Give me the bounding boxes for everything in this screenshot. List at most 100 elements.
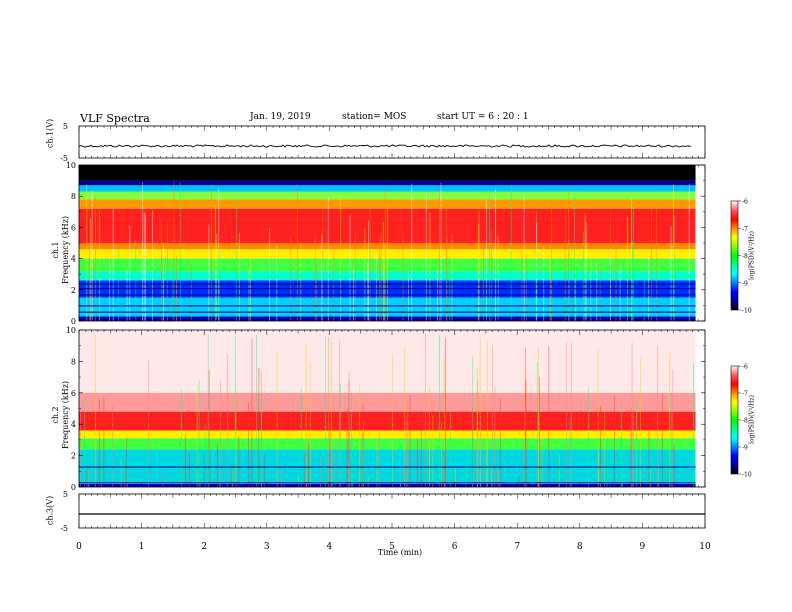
spectrogram-streak <box>162 471 164 487</box>
colorbar-tick-label: -9 <box>742 445 748 452</box>
spectrogram-streak <box>84 396 86 487</box>
spectrogram-streak <box>439 191 440 321</box>
spectrogram-streak <box>409 394 411 487</box>
spectrogram-streak <box>300 242 302 321</box>
spectrogram-streak <box>269 227 270 321</box>
colorbar-tick-label: -6 <box>742 199 748 206</box>
spectrogram-streak <box>126 437 128 487</box>
spectrogram-band <box>79 392 696 412</box>
spectrogram-streak <box>491 230 493 321</box>
spectrogram-streak <box>476 366 478 487</box>
spectrogram-streak <box>172 266 174 321</box>
spectrogram-streak <box>276 244 278 321</box>
spectrogram-streak <box>358 385 360 487</box>
spectrogram-streak <box>179 182 181 321</box>
waveform-trace <box>78 144 692 148</box>
spectrogram-streak <box>124 475 125 487</box>
spectrogram-streak <box>256 334 257 487</box>
spectrogram-streak <box>384 189 386 321</box>
spectrogram-streak <box>548 346 550 487</box>
spectrogram-streak <box>404 457 405 487</box>
spectrogram-streak <box>657 345 659 487</box>
spectrogram-streak <box>258 367 260 487</box>
spectrogram-streak <box>494 188 496 321</box>
spectrogram-streak <box>408 273 409 321</box>
spectrogram-streak <box>185 434 186 487</box>
spectrogram-band <box>79 165 696 181</box>
spectrogram-streak <box>631 197 633 321</box>
spectrogram-streak <box>444 451 446 487</box>
colorbar-tick-label: -6 <box>742 364 748 371</box>
spectrogram-streak <box>510 184 512 321</box>
spectrogram-streak <box>198 380 200 487</box>
spectrogram-streak <box>485 437 487 487</box>
spectrogram-streak <box>380 231 382 321</box>
x-tick-label: 6 <box>452 542 458 552</box>
colorbar-tick-label: -8 <box>742 418 748 425</box>
spectrogram-streak <box>220 381 221 487</box>
spectrogram-streak <box>584 212 586 321</box>
spectrogram-streak <box>251 338 253 487</box>
spectrogram-streak <box>590 258 592 321</box>
spectrogram-streak <box>571 342 572 487</box>
spectrogram-streak <box>190 264 192 321</box>
spectrogram-streak <box>632 414 634 487</box>
spectrogram-streak <box>98 399 100 487</box>
spectrogram-streak <box>673 444 675 487</box>
colorbar <box>730 365 739 475</box>
spectrogram-streak <box>283 474 285 487</box>
interference-line <box>79 294 696 296</box>
spectrogram-band <box>79 438 696 450</box>
spectrogram-streak <box>444 359 446 487</box>
interference-line <box>79 482 696 484</box>
spectrogram-streak <box>559 453 560 487</box>
spectrogram-streak <box>320 454 321 487</box>
spectrogram-streak <box>491 466 492 487</box>
spectrogram-streak <box>615 240 617 321</box>
spectrogram-streak <box>214 206 216 321</box>
spectrogram-streak <box>582 231 584 321</box>
spectrogram-streak <box>633 205 634 321</box>
spectrogram-streak <box>238 436 240 487</box>
spectrogram-streak <box>482 240 484 321</box>
spectrogram-streak <box>499 468 501 487</box>
spectrogram-streak <box>331 342 333 487</box>
spectrogram-streak <box>411 183 413 321</box>
spectrogram-streak <box>348 461 350 487</box>
spectrogram-streak <box>400 466 401 487</box>
spectrogram-streak <box>632 241 633 321</box>
spectrogram-streak <box>181 389 182 487</box>
spectrogram-streak <box>208 224 210 321</box>
y-tick-label: -5 <box>60 154 68 163</box>
spectrogram-streak <box>86 184 88 321</box>
spectrogram-streak <box>429 212 431 321</box>
spectrogram-streak <box>260 391 262 487</box>
spectrogram-streak <box>375 252 377 321</box>
spectrogram-streak <box>407 401 409 487</box>
spectrogram-streak <box>405 417 407 487</box>
spectrogram-streak <box>523 196 525 321</box>
no-data-area <box>695 330 705 487</box>
spectrogram-streak <box>604 404 605 487</box>
spectrogram-streak <box>86 469 88 487</box>
spectrogram-streak <box>538 347 539 487</box>
spectrogram-streak <box>670 226 672 321</box>
spectrogram-streak <box>597 348 599 487</box>
spectrogram-streak <box>361 433 363 487</box>
spectrogram-streak <box>538 412 540 487</box>
colorbar-tick-label: -7 <box>742 391 748 398</box>
y-tick-label: 2 <box>71 286 76 295</box>
spectrogram-streak <box>235 390 237 487</box>
spectrogram-streak <box>367 475 369 487</box>
spectrogram-streak <box>465 468 467 487</box>
x-tick-label: 0 <box>76 542 82 552</box>
spectrogram-band <box>79 191 696 200</box>
start-time-label: start UT = 6 : 20 : 1 <box>437 112 529 122</box>
spectrogram-streak <box>599 264 601 321</box>
spectrogram-streak <box>669 353 670 487</box>
spectrogram-streak <box>648 252 650 321</box>
spectrogram-streak <box>163 243 164 321</box>
spectrogram-streak <box>379 237 380 321</box>
spectrogram-streak <box>432 414 434 487</box>
spectrogram-streak <box>639 358 641 487</box>
